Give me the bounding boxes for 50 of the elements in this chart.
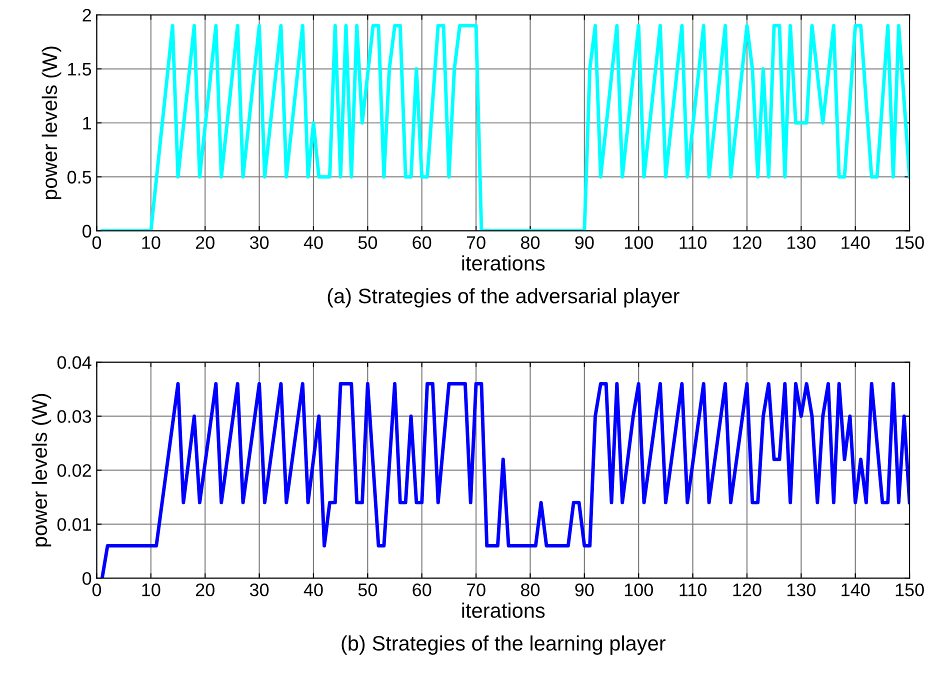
y-tick-label: 0.02: [57, 464, 91, 477]
x-tick-label: 10: [142, 583, 160, 596]
x-tick-label: 140: [842, 583, 870, 596]
y-tick-label: 0: [82, 572, 92, 585]
x-tick-label: 30: [250, 583, 269, 596]
x-axis-title: iterations: [462, 255, 545, 271]
y-tick-label: 0.5: [67, 170, 92, 184]
x-tick-label: 100: [624, 236, 653, 249]
x-tick-label: 90: [575, 236, 594, 249]
text: (a) Strategies of the adversarial player: [328, 288, 680, 308]
x-tick-label: 150: [896, 583, 924, 596]
x-tick-label: 70: [466, 583, 486, 596]
x-tick-label: 130: [787, 583, 816, 596]
y-tick-label: 0.04: [57, 356, 92, 369]
y-axis-title: power levels (W): [42, 46, 62, 200]
x-tick-label: 30: [250, 236, 269, 249]
x-tick-label: 80: [520, 236, 540, 249]
x-tick-label: 150: [896, 236, 924, 249]
x-tick-label: 20: [196, 583, 214, 596]
x-tick-label: 0: [92, 236, 102, 249]
y-tick-label: 0: [82, 224, 92, 238]
x-tick-label: 50: [358, 236, 377, 249]
x-axis-title: iterations: [462, 602, 545, 618]
x-tick-label: 120: [733, 583, 762, 596]
line-series: [100, 382, 910, 578]
line-series: [100, 24, 910, 231]
x-tick-label: 110: [680, 236, 706, 249]
x-tick-label: 40: [304, 236, 323, 249]
x-tick-label: 20: [196, 236, 214, 249]
x-tick-label: 60: [412, 236, 432, 249]
x-tick-label: 140: [842, 236, 870, 249]
x-tick-label: 60: [412, 583, 432, 596]
y-tick-label: 1.5: [68, 63, 92, 76]
x-tick-label: 0: [92, 583, 102, 596]
y-tick-label: 2: [82, 8, 91, 22]
y-tick-label: 0.03: [57, 410, 92, 423]
y-tick-label: 1: [83, 116, 91, 130]
x-tick-label: 110: [680, 583, 706, 596]
x-tick-label: 50: [358, 583, 377, 596]
x-tick-label: 80: [520, 583, 540, 596]
x-tick-label: 70: [466, 236, 486, 249]
x-tick-label: 10: [142, 236, 160, 249]
text: (b) Strategies of the learning player: [342, 635, 666, 655]
y-tick-label: 0.01: [57, 518, 91, 531]
x-tick-label: 130: [787, 236, 816, 249]
y-axis-title: power levels (W): [32, 394, 52, 546]
x-tick-label: 90: [575, 583, 594, 596]
x-tick-label: 120: [733, 236, 762, 249]
x-tick-label: 40: [304, 583, 323, 596]
x-tick-label: 100: [624, 583, 653, 596]
